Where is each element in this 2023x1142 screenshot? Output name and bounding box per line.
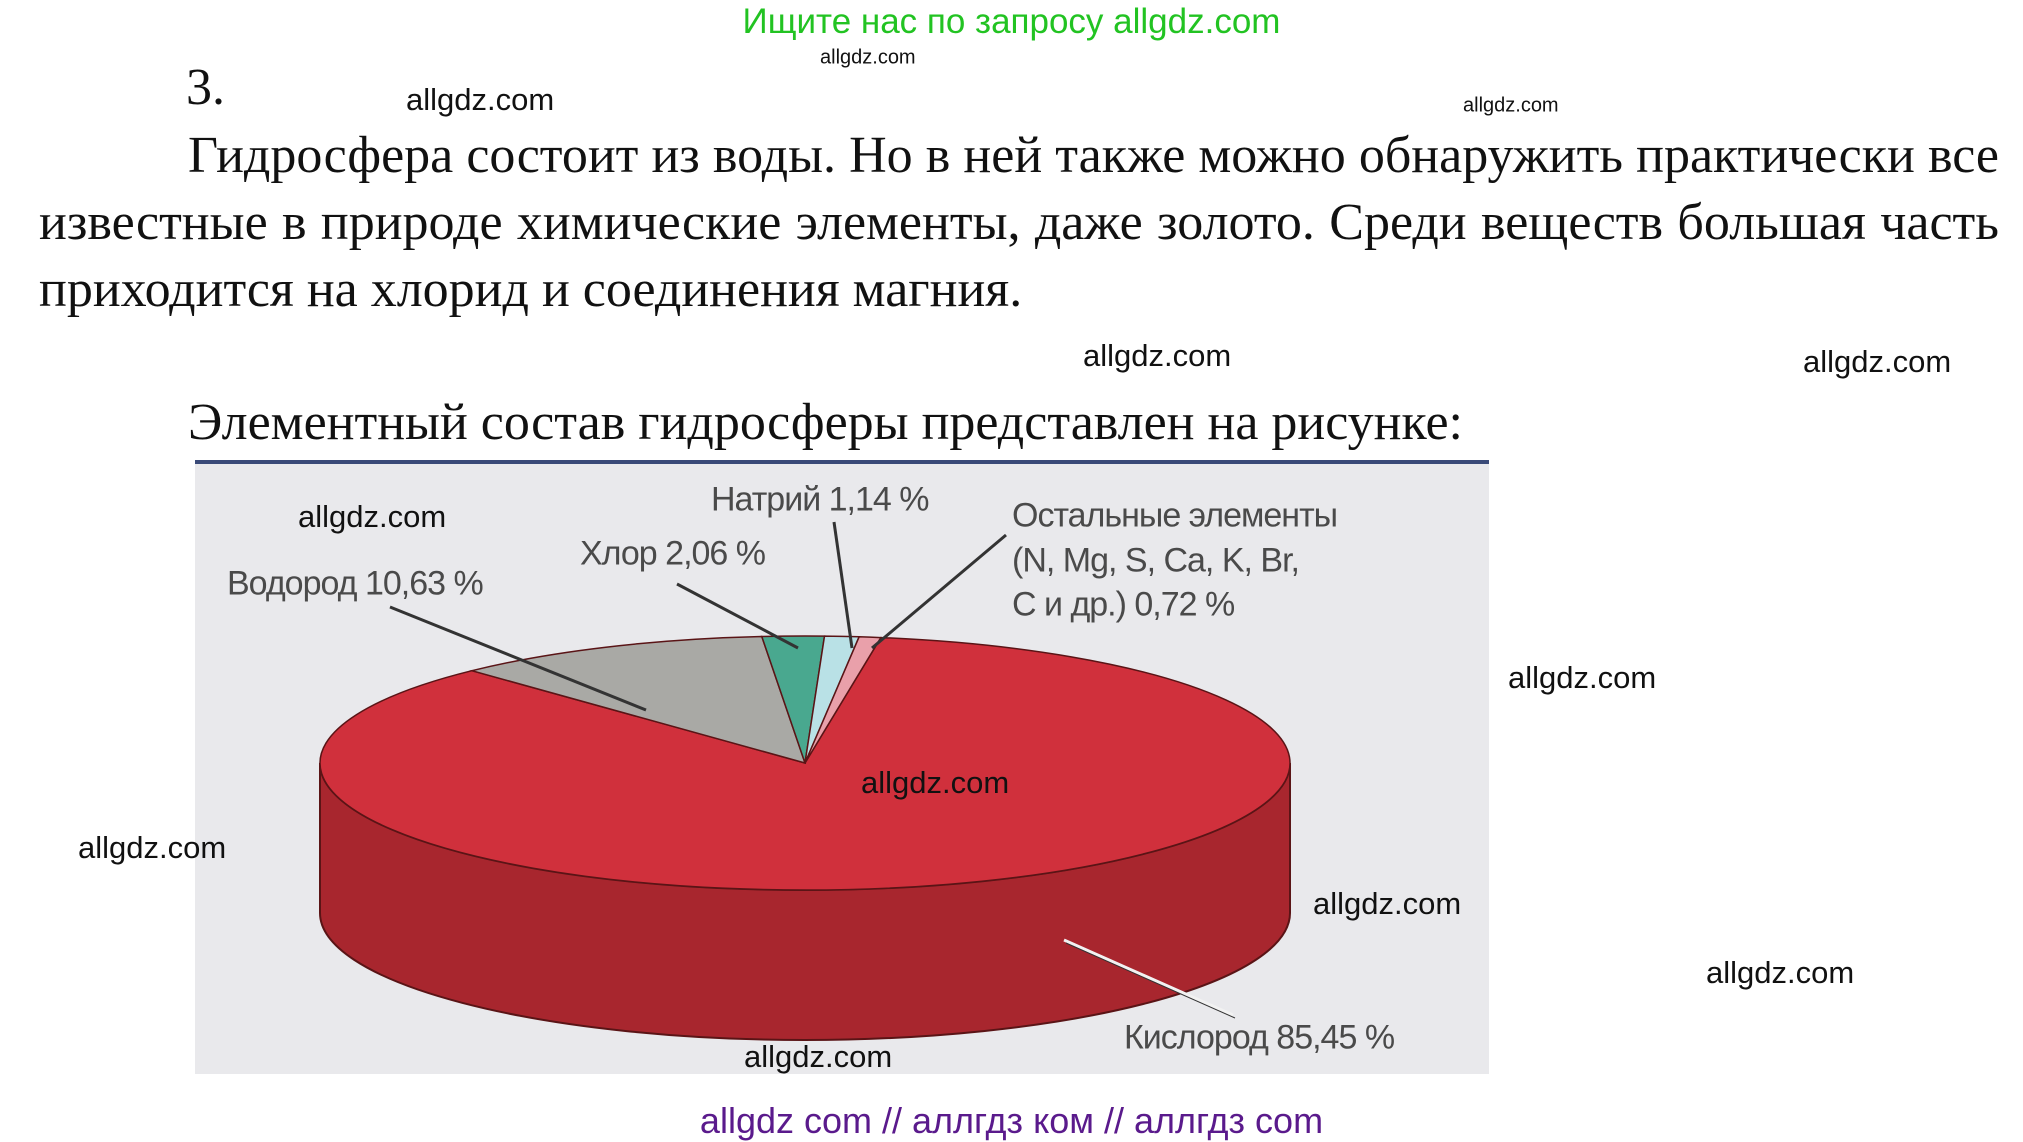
footer-links[interactable]: allgdz com // аллгдз ком // аллгдз com [699,1100,1324,1141]
label-hydrogen: Водород 10,63 % [227,564,484,603]
watermark: allgdz.com [78,830,227,865]
watermark: allgdz.com [744,1039,893,1074]
watermark: allgdz.com [1803,344,1952,379]
pie-slice-other [804,636,883,764]
pie-chart [319,521,1291,1041]
task-paragraph: Гидросфера состоит из воды. Но в ней так… [39,127,1999,318]
watermark: allgdz.com [298,499,447,534]
watermark: allgdz.com [1706,955,1855,990]
label-other-line2: (N, Mg, S, Ca, K, Br, [1012,541,1300,580]
leader-line-sodium [832,521,854,649]
watermark: allgdz.com [1313,886,1462,921]
watermark: allgdz.com [820,46,916,69]
watermark: allgdz.com [1508,660,1657,695]
pie-slice-hydrogen [468,635,807,765]
label-other-line3: C и др.) 0,72 % [1012,585,1235,624]
pie-chart-figure: Натрий 1,14 % Хлор 2,06 % Водород 10,63 … [195,460,1489,1074]
leader-line-oxygen [1063,938,1234,1017]
watermark: allgdz.com [406,82,555,117]
task-number: 3. [186,59,225,116]
watermark: allgdz.com [1083,338,1232,373]
promo-banner[interactable]: Ищите нас по запросу allgdz.com [742,2,1281,41]
label-oxygen: Кислород 85,45 % [1124,1018,1395,1057]
leader-line-oxygen-shadow [1065,942,1236,1019]
watermark: allgdz.com [1463,94,1559,117]
leader-line-other [871,533,1007,650]
leader-line-hydrogen [389,605,647,712]
label-other-line1: Остальные элементы [1012,496,1338,535]
label-chlorine: Хлор 2,06 % [580,534,766,573]
label-sodium: Натрий 1,14 % [711,480,929,519]
watermark: allgdz.com [861,765,1010,800]
figure-caption: Элементный состав гидросферы представлен… [188,394,1463,451]
leader-line-chlorine [676,582,799,650]
